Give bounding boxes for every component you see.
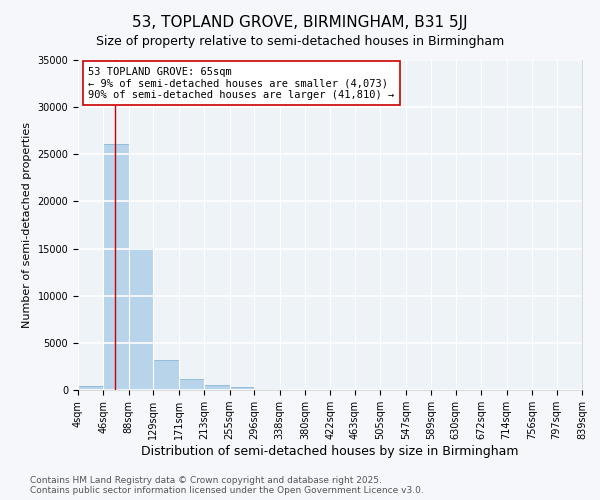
Bar [230,388,254,390]
Bar [254,388,280,390]
Bar [204,386,230,390]
Bar [154,360,179,390]
X-axis label: Distribution of semi-detached houses by size in Birmingham: Distribution of semi-detached houses by … [141,445,519,458]
Text: Contains HM Land Registry data © Crown copyright and database right 2025.
Contai: Contains HM Land Registry data © Crown c… [30,476,424,495]
Bar [179,378,204,390]
Y-axis label: Number of semi-detached properties: Number of semi-detached properties [22,122,32,328]
Bar [129,248,154,390]
Bar [103,144,129,390]
Text: Size of property relative to semi-detached houses in Birmingham: Size of property relative to semi-detach… [96,35,504,48]
Text: 53, TOPLAND GROVE, BIRMINGHAM, B31 5JJ: 53, TOPLAND GROVE, BIRMINGHAM, B31 5JJ [132,15,468,30]
Text: 53 TOPLAND GROVE: 65sqm
← 9% of semi-detached houses are smaller (4,073)
90% of : 53 TOPLAND GROVE: 65sqm ← 9% of semi-det… [88,66,394,100]
Bar [78,386,103,390]
